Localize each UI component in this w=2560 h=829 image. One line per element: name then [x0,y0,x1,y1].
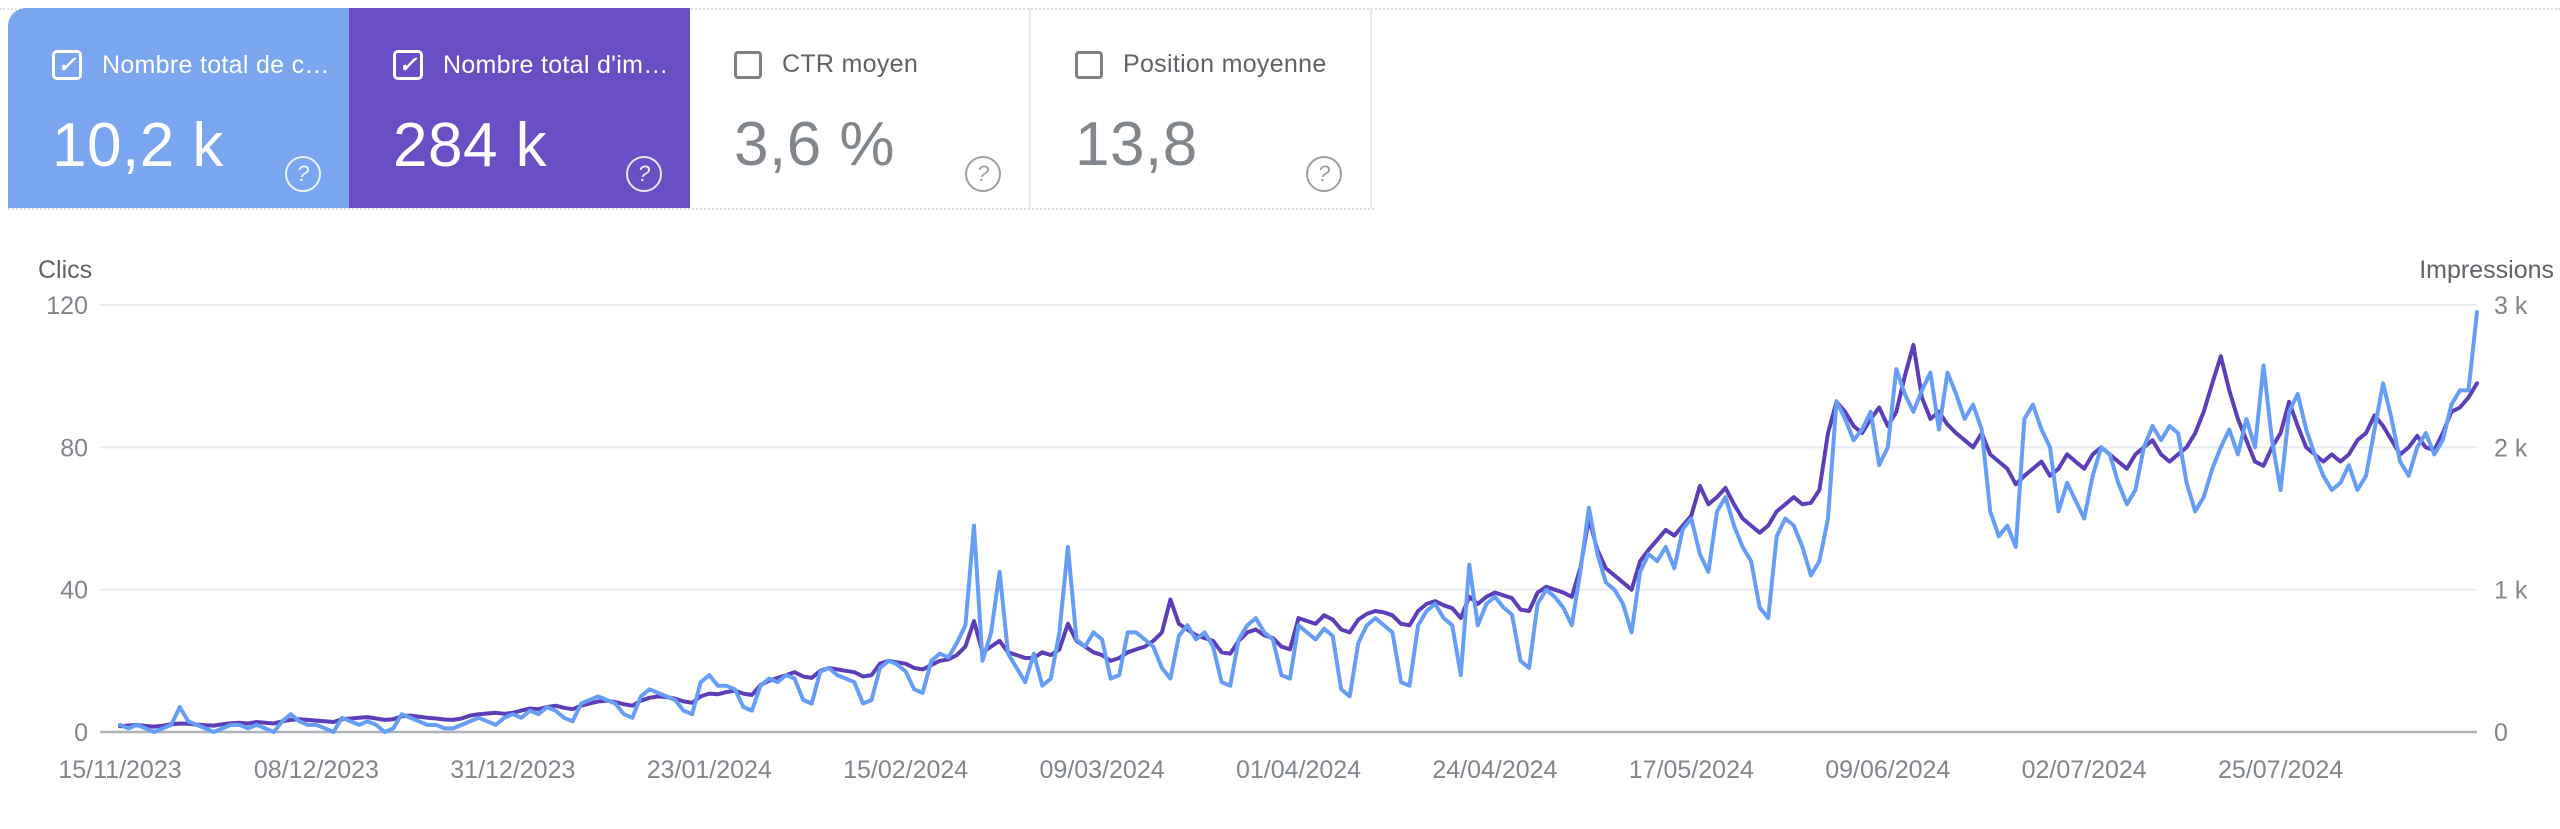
metric-card-label: CTR moyen [782,50,919,78]
x-axis-date-label: 01/04/2024 [1236,756,1361,784]
left-axis-title: Clics [38,256,92,284]
help-icon[interactable]: ? [285,156,321,192]
x-axis-date-label: 15/11/2023 [58,756,181,784]
x-axis-date-label: 09/06/2024 [1825,756,1950,784]
question-mark-icon: ? [976,161,990,186]
check-icon: ✓ [57,52,77,77]
left-axis-tick: 40 [60,577,88,605]
clicks-line [118,310,2479,734]
right-axis-tick: 1 k [2494,577,2528,605]
check-icon: ✓ [398,52,418,77]
metric-card-total-impressions[interactable]: ✓ Nombre total d'im… 284 k ? [349,8,690,208]
checkbox-unchecked-icon[interactable] [1075,50,1103,79]
left-axis-tick: 0 [74,719,88,747]
metric-card-value: 284 k [393,111,548,180]
x-axis-date-label: 23/01/2024 [647,756,772,784]
help-icon[interactable]: ? [965,156,1001,192]
metric-card-header: Position moyenne [1031,8,1370,79]
right-axis-tick: 2 k [2494,434,2528,462]
metric-card-value: 13,8 [1075,110,1198,179]
checkbox-unchecked-icon[interactable] [734,50,762,79]
metric-card-header: ✓ Nombre total de c… [8,8,349,80]
checkbox-checked-icon[interactable]: ✓ [393,50,423,80]
metric-card-label: Position moyenne [1123,50,1327,78]
impressions-line [118,342,2479,729]
x-axis-date-label: 09/03/2024 [1040,756,1165,784]
right-axis-title: Impressions [2419,256,2554,284]
left-axis-tick: 120 [46,292,88,320]
x-axis-date-label: 17/05/2024 [1629,756,1754,784]
metric-card-value: 10,2 k [52,111,224,180]
right-axis-tick: 3 k [2494,292,2528,320]
help-icon[interactable]: ? [1306,156,1342,192]
x-axis-date-label: 25/07/2024 [2218,756,2343,784]
x-axis-date-label: 02/07/2024 [2022,756,2147,784]
x-axis-date-label: 15/02/2024 [843,756,968,784]
metric-card-total-clicks[interactable]: ✓ Nombre total de c… 10,2 k ? [8,8,349,208]
metric-cards-row: ✓ Nombre total de c… 10,2 k ? ✓ Nombre t… [8,8,1372,208]
help-icon[interactable]: ? [626,156,662,192]
top-divider [0,8,2560,10]
metric-card-average-position[interactable]: Position moyenne 13,8 ? [1031,8,1372,208]
question-mark-icon: ? [637,161,651,186]
question-mark-icon: ? [296,161,310,186]
left-axis-tick: 80 [60,434,88,462]
x-axis-date-label: 08/12/2023 [254,756,379,784]
metric-card-value: 3,6 % [734,110,896,179]
metric-card-label: Nombre total d'im… [443,50,669,79]
x-axis-date-label: 24/04/2024 [1432,756,1557,784]
x-axis-date-label: 31/12/2023 [450,756,575,784]
metric-card-header: CTR moyen [690,8,1029,79]
right-axis-tick: 0 [2494,719,2508,747]
metric-cards-divider [8,208,1374,210]
metric-card-header: ✓ Nombre total d'im… [349,8,690,80]
metric-card-average-ctr[interactable]: CTR moyen 3,6 % ? [690,8,1031,208]
question-mark-icon: ? [1317,161,1331,186]
checkbox-checked-icon[interactable]: ✓ [52,50,82,80]
metric-card-label: Nombre total de c… [102,50,330,79]
